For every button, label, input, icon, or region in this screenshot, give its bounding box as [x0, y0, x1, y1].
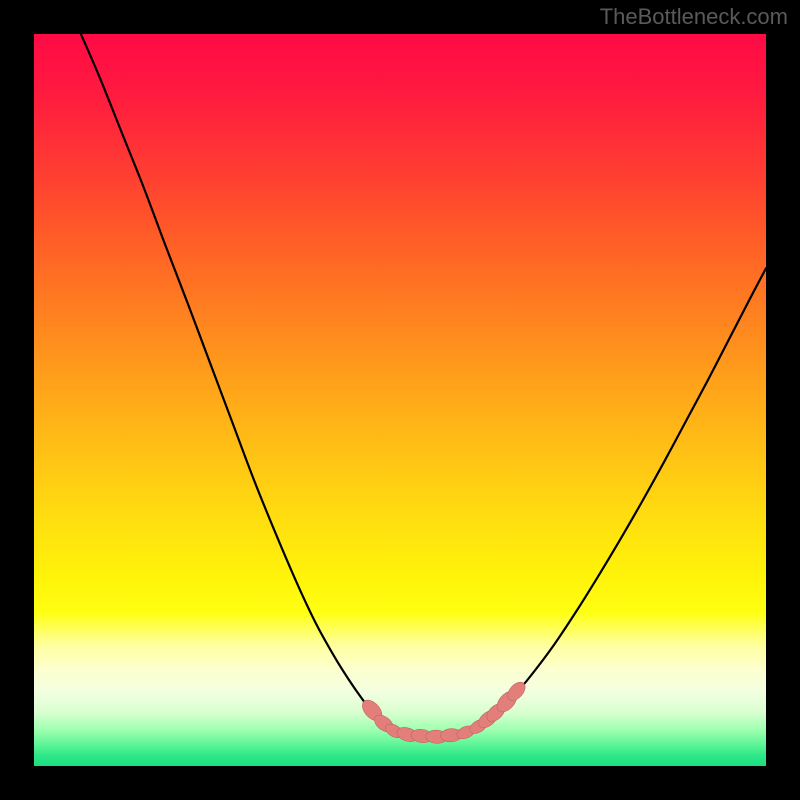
curve-path: [81, 34, 766, 737]
plot-area: [34, 34, 766, 766]
watermark-text: TheBottleneck.com: [600, 4, 788, 30]
curve-beads: [359, 679, 529, 744]
bottleneck-curve: [34, 34, 766, 766]
